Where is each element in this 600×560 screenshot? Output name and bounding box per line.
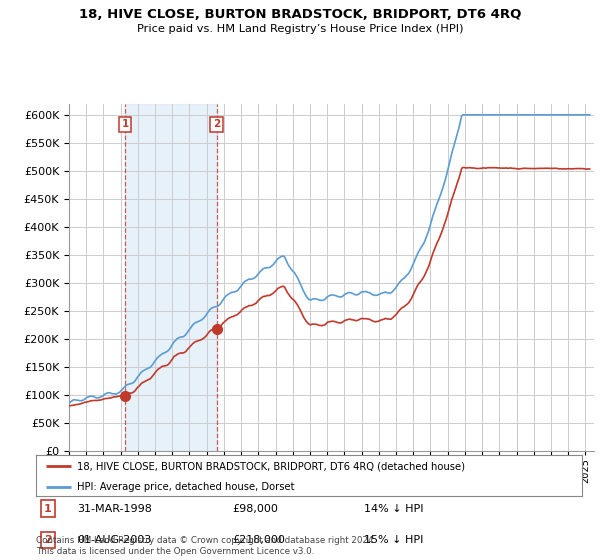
- Text: £218,000: £218,000: [233, 535, 286, 545]
- Text: 15% ↓ HPI: 15% ↓ HPI: [364, 535, 423, 545]
- Text: 2: 2: [44, 535, 52, 545]
- Text: 2: 2: [213, 119, 220, 129]
- Text: 18, HIVE CLOSE, BURTON BRADSTOCK, BRIDPORT, DT6 4RQ (detached house): 18, HIVE CLOSE, BURTON BRADSTOCK, BRIDPO…: [77, 461, 465, 471]
- Text: 01-AUG-2003: 01-AUG-2003: [77, 535, 151, 545]
- Text: 14% ↓ HPI: 14% ↓ HPI: [364, 503, 423, 514]
- Text: 1: 1: [121, 119, 128, 129]
- Bar: [125, 104, 217, 451]
- Text: 18, HIVE CLOSE, BURTON BRADSTOCK, BRIDPORT, DT6 4RQ: 18, HIVE CLOSE, BURTON BRADSTOCK, BRIDPO…: [79, 8, 521, 21]
- Text: 31-MAR-1998: 31-MAR-1998: [77, 503, 152, 514]
- Text: 1: 1: [44, 503, 52, 514]
- Text: Price paid vs. HM Land Registry’s House Price Index (HPI): Price paid vs. HM Land Registry’s House …: [137, 24, 463, 34]
- Text: £98,000: £98,000: [233, 503, 278, 514]
- Text: Contains HM Land Registry data © Crown copyright and database right 2024.
This d: Contains HM Land Registry data © Crown c…: [36, 536, 376, 556]
- Text: HPI: Average price, detached house, Dorset: HPI: Average price, detached house, Dors…: [77, 482, 295, 492]
